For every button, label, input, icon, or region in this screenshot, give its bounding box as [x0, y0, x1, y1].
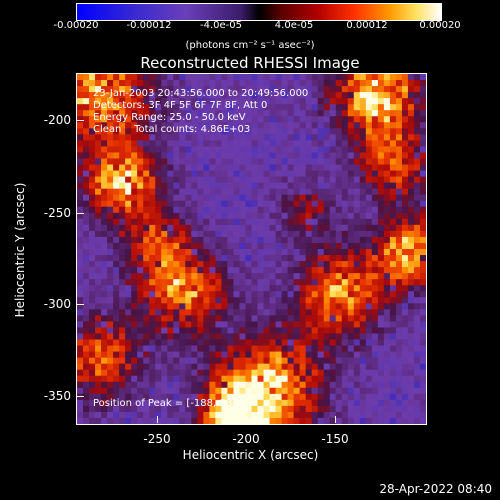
info-energy: Energy Range: 25.0 - 50.0 keV [93, 112, 246, 123]
x-axis-label: Heliocentric X (arcsec) [182, 448, 319, 462]
x-tick [335, 416, 336, 423]
y-tick [77, 396, 84, 397]
colorbar-unit: (photons cm⁻² s⁻¹ asec⁻²) [185, 40, 315, 51]
y-axis-label: Heliocentric Y (arcsec) [13, 182, 27, 318]
info-time: 23-Jan-2003 20:43:56.000 to 20:49:56.000 [93, 88, 309, 99]
colorbar-tick: 0.00020 [419, 20, 461, 31]
x-tick-label: -150 [321, 432, 349, 446]
y-tick-label: -300 [43, 297, 71, 311]
x-tick-label: -250 [143, 432, 171, 446]
y-tick [77, 304, 84, 305]
info-clean: Clean Total counts: 4.86E+03 [93, 124, 251, 135]
colorbar-tick: -0.00020 [53, 20, 99, 31]
y-tick [77, 120, 84, 121]
y-tick-label: -350 [43, 389, 71, 403]
heatmap [77, 74, 426, 424]
x-tick [246, 416, 247, 423]
info-peak: Position of Peak = [-188,-230] [93, 398, 243, 409]
rhessi-image: 23-Jan-2003 20:43:56.000 to 20:49:56.000… [76, 73, 427, 425]
colorbar-tick: -4.0e-05 [200, 20, 242, 31]
x-tick-label: -200 [232, 432, 260, 446]
image-title: Reconstructed RHESSI Image [140, 54, 360, 72]
y-tick-label: -250 [43, 206, 71, 220]
footer-date: 28-Apr-2022 08:40 [379, 482, 492, 496]
colorbar-tick: -0.00012 [126, 20, 172, 31]
colorbar-tick: 0.00012 [346, 20, 388, 31]
colorbar-tick: 4.0e-05 [274, 20, 314, 31]
info-detectors: Detectors: 3F 4F 5F 6F 7F 8F, Att 0 [93, 100, 268, 111]
x-tick [157, 416, 158, 423]
colorbar [76, 3, 442, 21]
y-tick [77, 213, 84, 214]
y-tick-label: -200 [43, 113, 71, 127]
